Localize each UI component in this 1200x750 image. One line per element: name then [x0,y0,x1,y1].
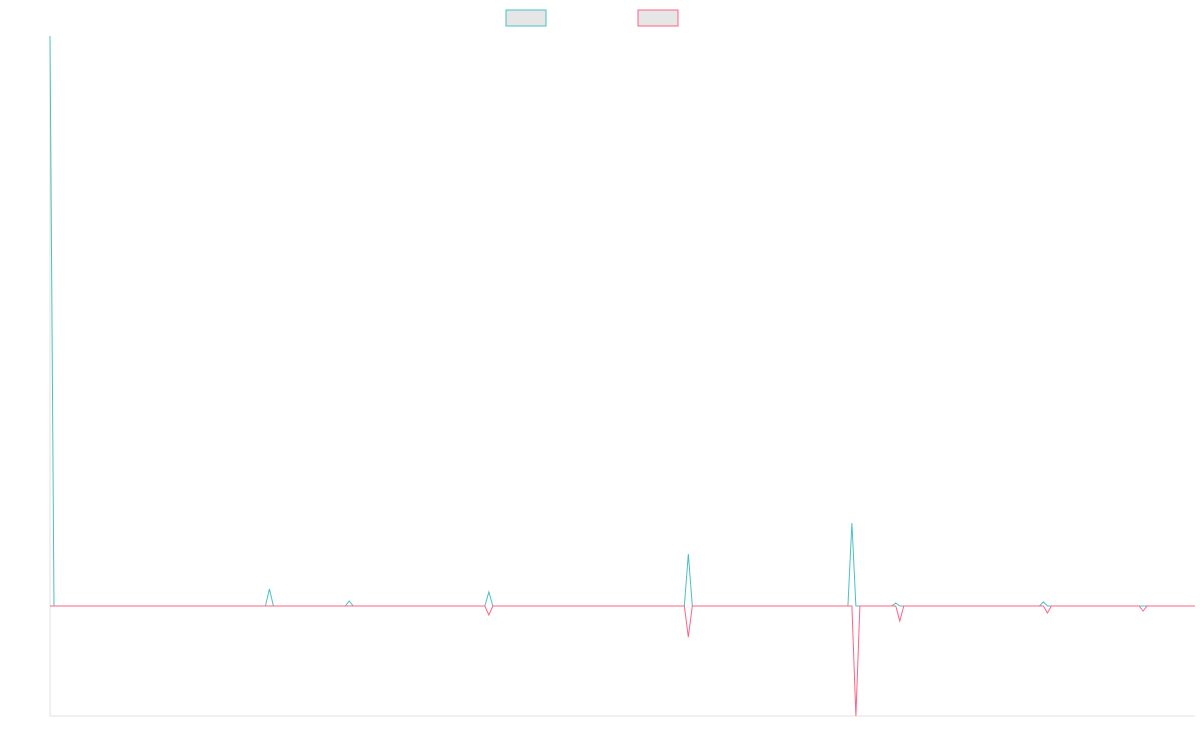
legend-swatch-2[interactable] [637,9,679,27]
legend-swatch-1[interactable] [505,9,547,27]
series-line-2 [50,605,1195,717]
axes [49,36,1195,717]
series-line-1 [49,35,1195,607]
legend [505,9,679,27]
series-layer [49,35,1195,717]
